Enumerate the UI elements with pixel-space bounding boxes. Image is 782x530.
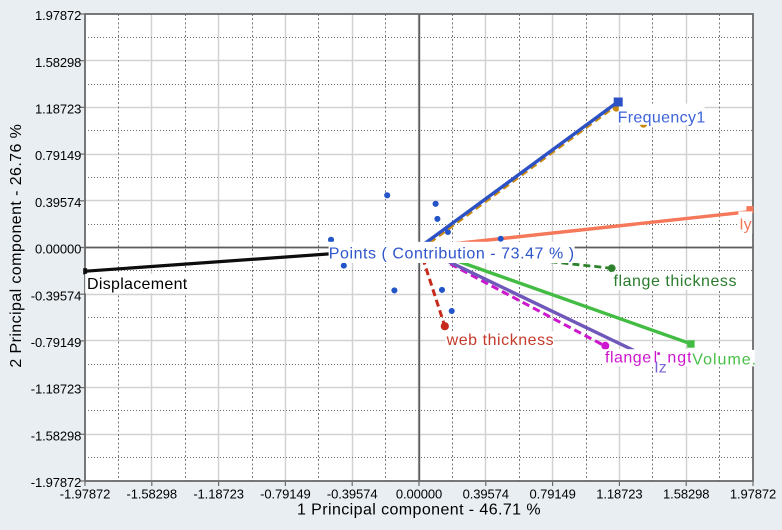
svg-text:Volume.: Volume.	[692, 351, 757, 368]
svg-text:-0.79149: -0.79149	[31, 335, 82, 350]
svg-text:-0.79149: -0.79149	[260, 486, 311, 501]
svg-text:0.79149: 0.79149	[529, 486, 575, 501]
svg-text:Displacement: Displacement	[87, 276, 188, 293]
svg-text:-1.18723: -1.18723	[193, 486, 244, 501]
svg-text:-1.58298: -1.58298	[127, 486, 178, 501]
svg-text:0.00000: 0.00000	[396, 486, 442, 501]
svg-text:flange thickness: flange thickness	[614, 273, 738, 290]
svg-text:-1.58298: -1.58298	[31, 428, 82, 443]
svg-text:1.58298: 1.58298	[663, 486, 709, 501]
svg-text:0.00000: 0.00000	[35, 242, 81, 257]
svg-text:0.79149: 0.79149	[35, 148, 81, 163]
svg-text:-0.39574: -0.39574	[327, 486, 378, 501]
svg-text:1.18723: 1.18723	[35, 102, 81, 117]
svg-text:-1.97872: -1.97872	[31, 475, 82, 490]
svg-text:Iz: Iz	[654, 360, 666, 377]
svg-text:Points ( Contribution - 73.47: Points ( Contribution - 73.47 % )	[329, 245, 575, 262]
svg-text:1.97872: 1.97872	[730, 486, 776, 501]
svg-text:0.39574: 0.39574	[35, 195, 81, 210]
svg-text:-0.39574: -0.39574	[31, 288, 82, 303]
svg-text:-1.18723: -1.18723	[31, 382, 82, 397]
svg-text:l: l	[654, 349, 658, 366]
svg-text:0.39574: 0.39574	[463, 486, 509, 501]
svg-text:ngt: ngt	[667, 349, 692, 366]
svg-text:1.58298: 1.58298	[35, 55, 81, 70]
svg-text:Iy: Iy	[739, 217, 751, 234]
svg-text:web thickness: web thickness	[446, 332, 555, 349]
svg-text:1.18723: 1.18723	[596, 486, 642, 501]
svg-text:-1.97872: -1.97872	[60, 486, 111, 501]
svg-text:1 Principal component - 46.71: 1 Principal component - 46.71 %	[297, 501, 541, 518]
svg-text:Frequency1: Frequency1	[618, 109, 706, 126]
svg-text:flange: flange	[605, 349, 652, 366]
svg-text:1.97872: 1.97872	[35, 8, 81, 23]
svg-text:2 Principal component - 26.76: 2 Principal component - 26.76 %	[8, 124, 25, 368]
